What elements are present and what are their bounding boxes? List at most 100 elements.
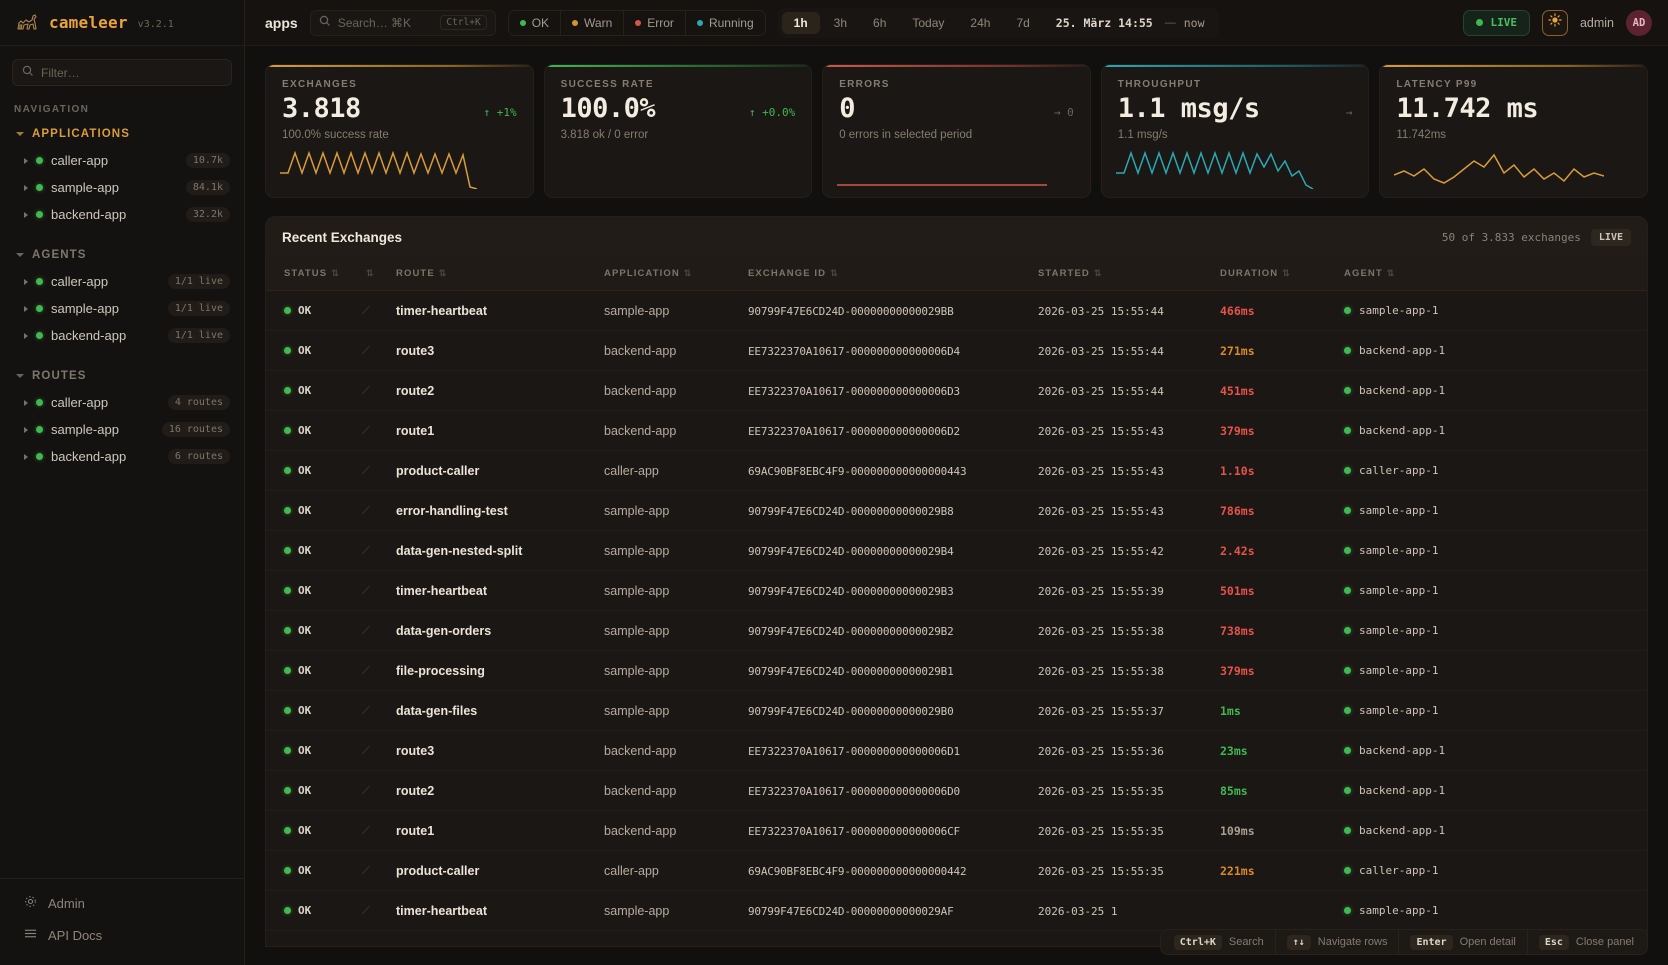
table-row[interactable]: OK ⟋ timer-heartbeat sample-app 90799F47E6CD… [266, 890, 1647, 931]
sidebar-item-caller-app[interactable]: caller-app 10.7k [0, 147, 244, 174]
col-header-icon[interactable]: ⇅ [362, 257, 396, 291]
table-row[interactable]: OK ⟋ product-caller caller-app 69AC90BF8EBC4… [266, 450, 1647, 491]
sidebar-item-backend-app[interactable]: backend-app 32.2k [0, 201, 244, 228]
agent-status-dot-icon [1344, 907, 1351, 914]
kpi-card-errors[interactable]: ERRORS 0 → 0 0 errors in selected period [822, 64, 1091, 198]
sidebar-group-routes[interactable]: ROUTES [0, 363, 244, 389]
avatar[interactable]: AD [1626, 9, 1652, 36]
sidebar-item-badge: 84.1k [185, 180, 230, 195]
brand[interactable]: cameleer v3.2.1 [0, 0, 244, 46]
cell-exchange-id: 90799F47E6CD24D-00000000000029BB [748, 290, 1038, 331]
agent-status-dot-icon [1344, 827, 1351, 834]
live-toggle-button[interactable]: LIVE [1463, 9, 1530, 36]
status-text: OK [298, 424, 312, 437]
sidebar-footer: Admin API Docs [0, 878, 244, 965]
search-input[interactable]: Search… ⌘K Ctrl+K [309, 9, 496, 36]
cell-exchange-id: EE7322370A10617-000000000000006D2 [748, 410, 1038, 451]
table-row[interactable]: OK ⟋ route2 backend-app EE7322370A10617-0000… [266, 770, 1647, 811]
application-name: sample-app [604, 623, 670, 638]
application-name: backend-app [604, 423, 677, 438]
table-row[interactable]: OK ⟋ file-processing sample-app 90799F47E6CD… [266, 650, 1647, 691]
kpi-row: EXCHANGES 3.818 ↑ +1% 100.0% success rat… [265, 64, 1648, 198]
sidebar-routes-caller-app[interactable]: caller-app 4 routes [0, 389, 244, 416]
sort-icon: ⇅ [438, 268, 448, 278]
kpi-card-exchanges[interactable]: EXCHANGES 3.818 ↑ +1% 100.0% success rat… [265, 64, 534, 198]
chevron-right-icon [24, 426, 28, 433]
table-row[interactable]: OK ⟋ route1 backend-app EE7322370A10617-0000… [266, 410, 1647, 451]
kpi-value-row: 11.742 ms [1396, 94, 1631, 123]
range-button-6h[interactable]: 6h [873, 15, 887, 30]
sidebar-agent-caller-app[interactable]: caller-app 1/1 live [0, 268, 244, 295]
sidebar-item-api-docs[interactable]: API Docs [0, 919, 244, 951]
table-row[interactable]: OK ⟋ route2 backend-app EE7322370A10617-0000… [266, 370, 1647, 411]
table-row[interactable]: OK ⟋ data-gen-nested-split sample-app 90799F… [266, 530, 1647, 571]
kpi-subtitle: 100.0% success rate [282, 129, 389, 142]
status-dot-icon [284, 307, 291, 314]
shortcut-navigate[interactable]: ↑↓ Navigate rows [1276, 930, 1400, 954]
status-dot-icon [284, 747, 291, 754]
sidebar-agent-sample-app[interactable]: sample-app 1/1 live [0, 295, 244, 322]
kpi-card-latency-p99[interactable]: LATENCY P99 11.742 ms 11.742ms [1379, 64, 1648, 198]
status-filter-error[interactable]: Error [624, 10, 686, 35]
col-header-duration[interactable]: DURATION ⇅ [1220, 257, 1344, 291]
range-button-today[interactable]: Today [912, 15, 945, 30]
kpi-card-throughput[interactable]: THROUGHPUT 1.1 msg/s → 1.1 msg/s [1100, 64, 1370, 198]
cell-exchange-id: 90799F47E6CD24D-00000000000029B1 [748, 650, 1038, 691]
table-scroll-region[interactable]: STATUS ⇅ ⇅ ROUTE ⇅ APPLICATION ⇅ EXCHANGE I… [266, 257, 1647, 946]
shortcut-search[interactable]: Ctrl+K Search [1163, 930, 1276, 954]
col-label: DURATION [1220, 268, 1279, 279]
sidebar-routes-backend-app[interactable]: backend-app 6 routes [0, 443, 244, 470]
kpi-card-success-rate[interactable]: SUCCESS RATE 100.0% ↑ +0.0% 3.818 ok / 0… [543, 64, 813, 198]
shortcut-close-panel[interactable]: Esc Close panel [1528, 930, 1645, 954]
trend-arrow-icon: ⟋ [362, 385, 370, 397]
table-row[interactable]: OK ⟋ route3 backend-app EE7322370A10617-0000… [266, 330, 1647, 371]
col-header-status[interactable]: STATUS ⇅ [266, 257, 362, 291]
sidebar-group-agents[interactable]: AGENTS [0, 242, 244, 268]
table-row[interactable]: OK ⟋ data-gen-files sample-app 90799F47E6CD2… [266, 690, 1647, 731]
sidebar-filter-input[interactable] [41, 65, 222, 80]
col-header-started[interactable]: STARTED ⇅ [1038, 257, 1220, 291]
table-row[interactable]: OK ⟋ route1 backend-app EE7322370A10617-0000… [266, 810, 1647, 851]
theme-toggle-button[interactable] [1541, 9, 1568, 36]
table-row[interactable]: OK ⟋ error-handling-test sample-app 90799F47… [266, 490, 1647, 531]
sun-icon [1548, 13, 1562, 32]
col-header-exchange-id[interactable]: EXCHANGE ID ⇅ [748, 257, 1038, 291]
col-header-agent[interactable]: AGENT ⇅ [1344, 257, 1647, 291]
range-from-value[interactable]: 25. März 14:55 [1055, 15, 1153, 30]
kpi-label: LATENCY P99 [1396, 79, 1478, 90]
sidebar-item-sample-app[interactable]: sample-app 84.1k [0, 174, 244, 201]
table-row[interactable]: OK ⟋ route3 backend-app EE7322370A10617-0000… [266, 730, 1647, 771]
range-button-3h[interactable]: 3h [833, 15, 848, 30]
cell-trend-icon: ⟋ [362, 410, 396, 451]
cell-exchange-id: 90799F47E6CD24D-00000000000029B2 [748, 610, 1038, 651]
panel-live-badge[interactable]: LIVE [1590, 228, 1631, 246]
table-row[interactable]: OK ⟋ data-gen-orders sample-app 90799F47E6CD… [266, 610, 1647, 651]
status-filter-warn[interactable]: Warn [561, 10, 625, 35]
duration-value: 271ms [1220, 343, 1255, 358]
cell-trend-icon: ⟋ [362, 770, 396, 811]
kpi-value: 3.818 [282, 93, 361, 124]
kpi-label: SUCCESS RATE [560, 79, 654, 90]
cell-route: data-gen-orders [396, 610, 604, 651]
range-to-value[interactable]: now [1183, 15, 1205, 30]
col-header-route[interactable]: ROUTE ⇅ [396, 257, 604, 291]
table-row[interactable]: OK ⟋ timer-heartbeat sample-app 90799F47E6CD… [266, 570, 1647, 611]
col-header-application[interactable]: APPLICATION ⇅ [604, 257, 748, 291]
shortcut-open-detail[interactable]: Enter Open detail [1399, 930, 1528, 954]
status-filter-running[interactable]: Running [686, 11, 765, 35]
shortcut-key: Ctrl+K [1173, 934, 1222, 950]
filter-box[interactable] [12, 59, 232, 86]
table-row[interactable]: OK ⟋ product-caller caller-app 69AC90BF8EBC4… [266, 850, 1647, 891]
sidebar-group-applications[interactable]: APPLICATIONS [0, 121, 244, 147]
sidebar-agent-backend-app[interactable]: backend-app 1/1 live [0, 322, 244, 349]
table-row[interactable]: OK ⟋ timer-heartbeat sample-app 90799F47E6CD… [266, 290, 1647, 331]
range-button-24h[interactable]: 24h [970, 15, 991, 30]
range-button-7d[interactable]: 7d [1016, 15, 1030, 30]
sidebar-routes-sample-app[interactable]: sample-app 16 routes [0, 416, 244, 443]
range-button-1h[interactable]: 1h [781, 11, 820, 34]
status-filter-ok[interactable]: OK [509, 10, 562, 35]
cell-started: 2026-03-25 15:55:44 [1038, 290, 1220, 331]
sidebar-item-admin[interactable]: Admin [0, 887, 244, 919]
cell-agent: sample-app-1 [1344, 290, 1647, 331]
sidebar-footer-label: API Docs [48, 927, 103, 943]
